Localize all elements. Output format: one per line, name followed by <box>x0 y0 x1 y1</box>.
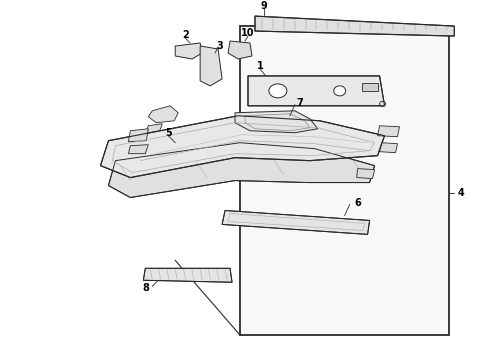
Polygon shape <box>248 76 385 106</box>
Polygon shape <box>100 116 385 177</box>
Text: 6: 6 <box>354 198 361 207</box>
Polygon shape <box>222 211 369 234</box>
Polygon shape <box>175 43 202 59</box>
Text: 5: 5 <box>165 128 172 138</box>
Text: 3: 3 <box>217 41 223 51</box>
Ellipse shape <box>380 101 386 106</box>
Text: 2: 2 <box>182 30 189 40</box>
Polygon shape <box>357 168 374 179</box>
Polygon shape <box>144 268 232 282</box>
Polygon shape <box>378 126 399 137</box>
Text: 9: 9 <box>261 1 268 11</box>
Polygon shape <box>108 143 374 198</box>
Text: 8: 8 <box>142 283 149 293</box>
Text: 1: 1 <box>257 61 263 71</box>
Polygon shape <box>235 111 318 133</box>
Polygon shape <box>128 129 148 142</box>
Polygon shape <box>255 16 454 36</box>
Polygon shape <box>380 143 397 153</box>
Polygon shape <box>145 124 162 136</box>
Polygon shape <box>228 41 252 59</box>
Polygon shape <box>148 106 178 123</box>
Polygon shape <box>240 26 449 335</box>
Polygon shape <box>128 145 148 154</box>
Polygon shape <box>362 83 378 91</box>
Text: 7: 7 <box>296 98 303 108</box>
Text: 10: 10 <box>241 28 255 38</box>
Ellipse shape <box>269 84 287 98</box>
Ellipse shape <box>334 86 345 96</box>
Polygon shape <box>200 46 222 86</box>
Text: 4: 4 <box>458 188 465 198</box>
